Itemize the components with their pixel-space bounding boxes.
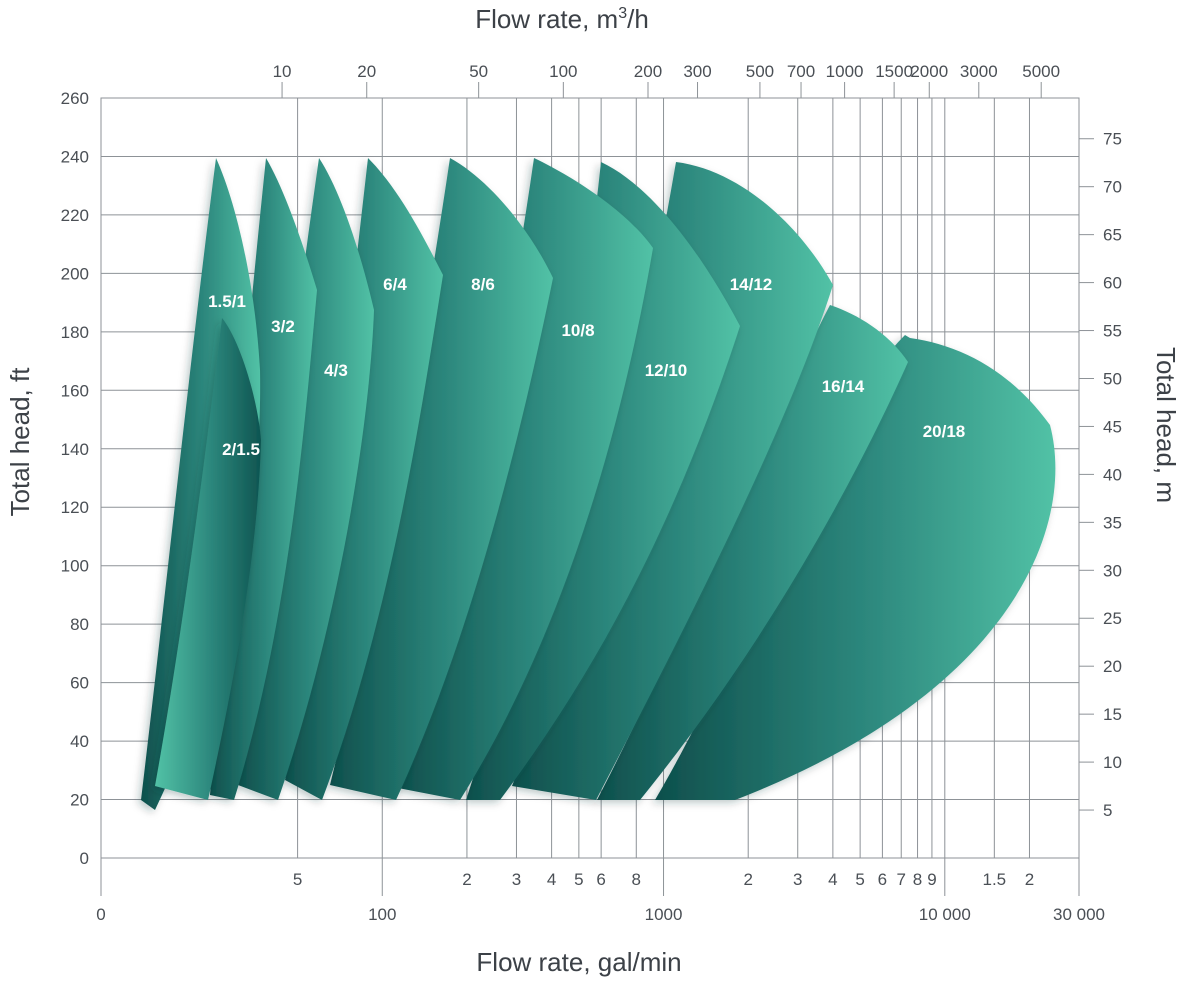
right-tick-label: 20 [1103,657,1122,676]
left-tick-label: 160 [61,381,89,400]
bottom-minor-tick-label: 5 [855,870,864,889]
right-tick-label: 70 [1103,178,1122,197]
label-12-10: 12/10 [645,361,688,380]
top-tick-label: 2000 [910,62,948,81]
left-tick-label: 260 [61,89,89,108]
right-tick-label: 75 [1103,130,1122,149]
top-tick-label: 500 [746,62,774,81]
label-14-12: 14/12 [730,275,773,294]
left-tick-label: 20 [70,791,89,810]
bottom-axis-minor-ticks: 5 2 3 4 5 6 8 2 3 4 5 6 7 8 9 1.5 2 [293,870,1034,889]
top-tick-label: 200 [634,62,662,81]
bottom-axis-title: Flow rate, gal/min [476,947,681,977]
pump-regions [141,158,1056,810]
left-tick-label: 180 [61,323,89,342]
bottom-minor-tick-label: 7 [896,870,905,889]
top-tick-label: 50 [469,62,488,81]
label-3-2: 3/2 [271,317,295,336]
right-tick-label: 5 [1103,801,1112,820]
bottom-minor-tick-label: 6 [878,870,887,889]
top-tick-label: 700 [787,62,815,81]
region-16-14 [597,305,908,800]
top-tick-label: 5000 [1022,62,1060,81]
left-tick-label: 0 [80,849,89,868]
top-tick-label: 300 [683,62,711,81]
right-tick-label: 30 [1103,561,1122,580]
left-axis-title: Total head, ft [5,367,35,517]
right-axis-ticks: 75 70 65 60 55 50 45 40 35 30 25 20 15 10 5 [1079,130,1122,820]
left-tick-label: 220 [61,206,89,225]
bottom-minor-tick-label: 1.5 [983,870,1007,889]
bottom-minor-tick-label: 5 [293,870,302,889]
bottom-minor-tick-label: 4 [828,870,837,889]
top-axis-title: Flow rate, m3/h [475,4,649,34]
label-4-3: 4/3 [324,361,348,380]
label-2-1-5: 2/1.5 [222,440,260,459]
bottom-minor-tick-label: 4 [547,870,556,889]
region-labels: 20/18 16/14 14/12 12/10 10/8 8/6 6/4 4/3… [208,275,965,459]
plot-frame [100,97,1080,859]
right-tick-label: 50 [1103,369,1122,388]
top-tick-label: 20 [357,62,376,81]
label-10-8: 10/8 [561,321,594,340]
bottom-minor-tick-label: 2 [743,870,752,889]
left-tick-label: 60 [70,674,89,693]
top-tick-label: 100 [549,62,577,81]
bottom-minor-tick-label: 2 [462,870,471,889]
region-1-5-1 [141,158,261,810]
left-tick-label: 40 [70,732,89,751]
right-tick-label: 15 [1103,705,1122,724]
bottom-major-tick-label: 10 000 [919,905,971,924]
left-tick-label: 120 [61,498,89,517]
right-tick-label: 45 [1103,417,1122,436]
region-2-1-5 [155,318,261,800]
bottom-minor-tick-label: 8 [632,870,641,889]
left-tick-label: 200 [61,264,89,283]
region-6-4 [285,158,443,800]
bottom-minor-tick-label: 3 [512,870,521,889]
region-8-6 [330,158,553,800]
bottom-axis-major-ticks: 0 100 1000 10 000 30 000 [96,905,1105,924]
label-6-4: 6/4 [383,275,407,294]
bottom-major-tick-label: 30 000 [1053,905,1105,924]
right-tick-label: 40 [1103,465,1122,484]
right-tick-label: 25 [1103,609,1122,628]
region-20-18 [655,335,1056,800]
bottom-major-tick-label: 1000 [645,905,683,924]
bottom-minor-tick-label: 9 [927,870,936,889]
label-16-14: 16/14 [822,377,865,396]
right-tick-label: 65 [1103,226,1122,245]
right-tick-label: 35 [1103,513,1122,532]
bottom-major-tick-label: 100 [368,905,396,924]
right-tick-label: 60 [1103,274,1122,293]
top-tick-label: 10 [273,62,292,81]
bottom-minor-tick-label: 6 [596,870,605,889]
bottom-minor-tick-label: 8 [913,870,922,889]
bottom-minor-tick-label: 5 [574,870,583,889]
label-8-6: 8/6 [471,275,495,294]
top-tick-label: 1000 [826,62,864,81]
label-1-5-1: 1.5/1 [208,292,246,311]
bottom-minor-tick-label: 2 [1025,870,1034,889]
right-tick-label: 10 [1103,753,1122,772]
top-tick-label: 3000 [960,62,998,81]
bottom-minor-tick-label: 3 [793,870,802,889]
right-tick-label: 55 [1103,322,1122,341]
right-axis-title: Total head, m [1151,347,1181,503]
left-tick-label: 100 [61,557,89,576]
left-tick-label: 240 [61,147,89,166]
label-20-18: 20/18 [923,422,966,441]
top-tick-label: 1500 [875,62,913,81]
region-10-8 [398,158,653,800]
left-tick-label: 140 [61,440,89,459]
bottom-major-tick-label: 0 [96,905,105,924]
left-tick-label: 80 [70,615,89,634]
